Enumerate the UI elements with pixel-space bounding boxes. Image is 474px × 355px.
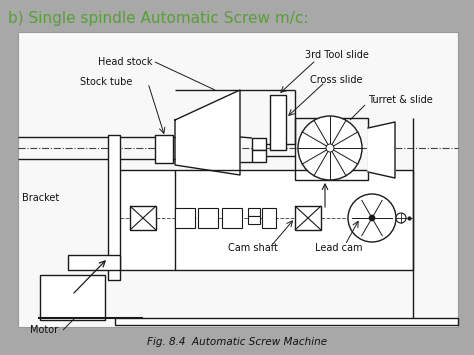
Polygon shape [175, 90, 240, 175]
Text: b) Single spindle Automatic Screw m/c:: b) Single spindle Automatic Screw m/c: [8, 11, 309, 26]
Bar [40, 275, 105, 320]
Bar [115, 170, 413, 270]
Bar [175, 208, 195, 228]
Text: Cam shaft: Cam shaft [228, 243, 278, 253]
Bar [252, 150, 266, 162]
Text: 3rd Tool slide: 3rd Tool slide [305, 50, 369, 60]
Polygon shape [368, 122, 395, 178]
Bar [295, 118, 368, 180]
Bar [252, 138, 266, 150]
Bar [68, 255, 120, 270]
Circle shape [396, 213, 406, 223]
Bar [198, 208, 218, 228]
Circle shape [348, 194, 396, 242]
Bar [222, 208, 242, 228]
Text: Turret & slide: Turret & slide [368, 95, 433, 105]
Bar [248, 208, 260, 216]
Text: Lead cam: Lead cam [315, 243, 363, 253]
Bar [130, 206, 156, 230]
Bar [155, 135, 173, 163]
Bar [18, 32, 458, 327]
Bar [248, 216, 260, 224]
Circle shape [326, 144, 334, 152]
Text: Motor: Motor [30, 325, 58, 335]
Circle shape [298, 116, 362, 180]
Text: Fig. 8.4  Automatic Screw Machine: Fig. 8.4 Automatic Screw Machine [147, 337, 327, 347]
Bar [270, 95, 286, 150]
Text: Stock tube: Stock tube [80, 77, 132, 87]
Text: Bracket: Bracket [22, 193, 59, 203]
Bar [115, 318, 458, 325]
Bar [108, 135, 120, 280]
Text: Cross slide: Cross slide [310, 75, 363, 85]
Bar [295, 206, 321, 230]
Bar [262, 208, 276, 228]
Circle shape [369, 215, 375, 221]
Text: Head stock: Head stock [98, 57, 153, 67]
